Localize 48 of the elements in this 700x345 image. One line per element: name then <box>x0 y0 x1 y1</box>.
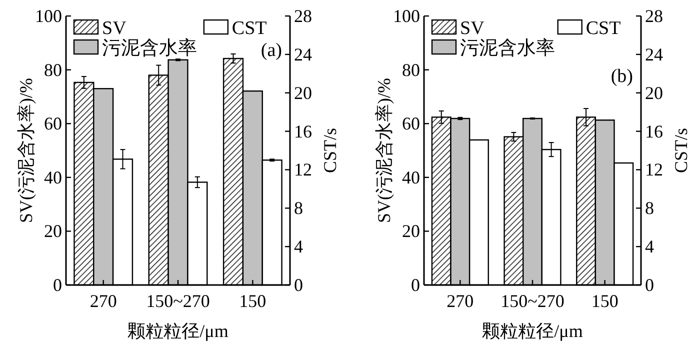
legend-label: 污泥含水率 <box>460 37 555 59</box>
y-tick-label: 100 <box>35 6 62 26</box>
legend-label: CST <box>232 18 268 39</box>
legend-label: SV <box>460 18 485 39</box>
x-axis-title: 颗粒粒径/μm <box>482 321 583 341</box>
y2-tick-label: 16 <box>294 121 312 142</box>
y-tick-label: 100 <box>393 6 420 26</box>
y2-tick-label: 28 <box>294 6 312 26</box>
y2-tick-label: 4 <box>645 236 654 257</box>
y2-tick-label: 8 <box>294 198 303 218</box>
y-tick-label: 40 <box>44 167 62 188</box>
x-tick-label: 270 <box>446 291 474 311</box>
y-tick-label: 20 <box>44 221 62 242</box>
x-tick-label: 150~270 <box>146 291 210 311</box>
y-tick-label: 0 <box>411 275 420 295</box>
legend-label: CST <box>586 18 622 39</box>
y-axis-title: SV(污泥含水率)/% <box>16 78 36 223</box>
y2-tick-label: 12 <box>294 160 312 180</box>
x-axis-title: 颗粒粒径/μm <box>128 321 228 341</box>
y2-tick-label: 28 <box>645 6 663 26</box>
y2-axis-title: CST/s <box>320 128 340 174</box>
y-tick-label: 80 <box>44 60 62 80</box>
y2-tick-label: 20 <box>645 82 663 103</box>
x-tick-label: 150 <box>591 291 618 311</box>
x-tick-label: 270 <box>90 291 117 311</box>
y2-tick-label: 24 <box>294 44 312 64</box>
y2-tick-label: 0 <box>294 275 303 295</box>
y2-tick-label: 20 <box>294 82 312 103</box>
y2-tick-label: 4 <box>294 236 303 257</box>
y-axis-title: SV(污泥含水率)/% <box>374 78 394 223</box>
annotation: (a) <box>260 40 282 61</box>
legend-label: SV <box>102 18 127 39</box>
y-tick-label: 0 <box>53 275 62 295</box>
x-tick-label: 150 <box>239 291 266 311</box>
y-tick-label: 20 <box>402 221 420 242</box>
annotation: (b) <box>610 66 633 87</box>
y2-tick-label: 16 <box>645 121 663 142</box>
y2-tick-label: 8 <box>645 198 654 218</box>
legend-label: 污泥含水率 <box>102 37 197 59</box>
y-tick-label: 60 <box>44 114 62 134</box>
y-tick-label: 40 <box>402 167 420 188</box>
y-tick-label: 80 <box>402 60 420 80</box>
y-tick-label: 60 <box>402 114 420 134</box>
y2-tick-label: 12 <box>645 160 663 180</box>
y2-tick-label: 24 <box>645 44 663 64</box>
x-tick-label: 150~270 <box>500 291 564 311</box>
y2-tick-label: 0 <box>645 275 654 295</box>
y2-axis-title: CST/s <box>671 128 691 174</box>
